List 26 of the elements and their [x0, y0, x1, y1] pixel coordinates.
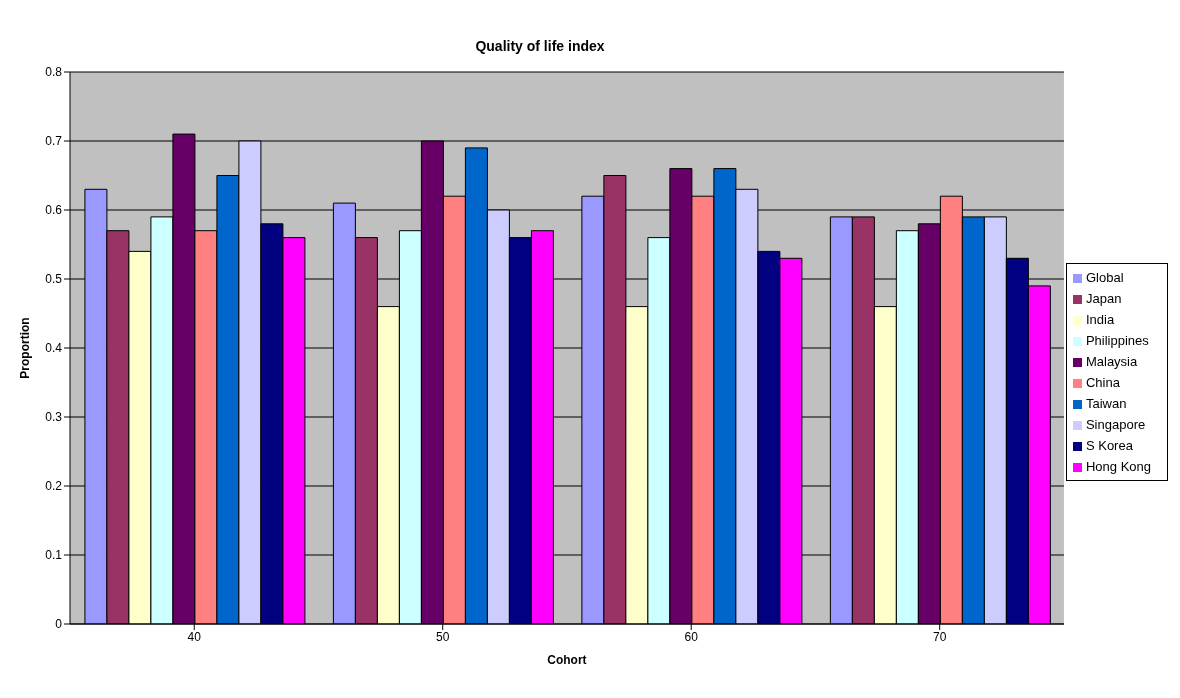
x-tick-label: 40 [187, 629, 202, 644]
legend-label: India [1085, 312, 1115, 327]
y-tick-label: 0 [55, 617, 63, 632]
x-tick-label: 70 [933, 629, 947, 644]
x-tick-label: 50 [436, 629, 450, 644]
legend-label: Japan [1085, 291, 1122, 306]
y-tick-label: 0.7 [45, 134, 63, 149]
x-tick-label: 60 [684, 629, 699, 644]
x-axis-title: Cohort [547, 653, 587, 667]
y-tick-label: 0.2 [45, 479, 63, 494]
legend-label: China [1085, 375, 1120, 390]
legend-label: Taiwan [1085, 396, 1127, 411]
legend-label: Singapore [1085, 417, 1146, 432]
y-axis-title: Proportion [18, 317, 33, 379]
legend-label: Philippines [1085, 333, 1149, 348]
y-tick-label: 0.6 [45, 203, 63, 218]
y-tick-label: 0.4 [45, 341, 63, 356]
legend-label: Hong Kong [1085, 459, 1151, 474]
y-tick-label: 0.5 [45, 272, 63, 287]
chart-title: Quality of life index [474, 37, 606, 56]
y-tick-label: 0.8 [45, 65, 63, 80]
legend-label: Malaysia [1085, 354, 1138, 369]
legend-label: S Korea [1085, 438, 1133, 453]
y-tick-label: 0.3 [45, 410, 63, 425]
y-tick-label: 0.1 [45, 548, 63, 563]
legend-label: Global [1085, 270, 1124, 285]
